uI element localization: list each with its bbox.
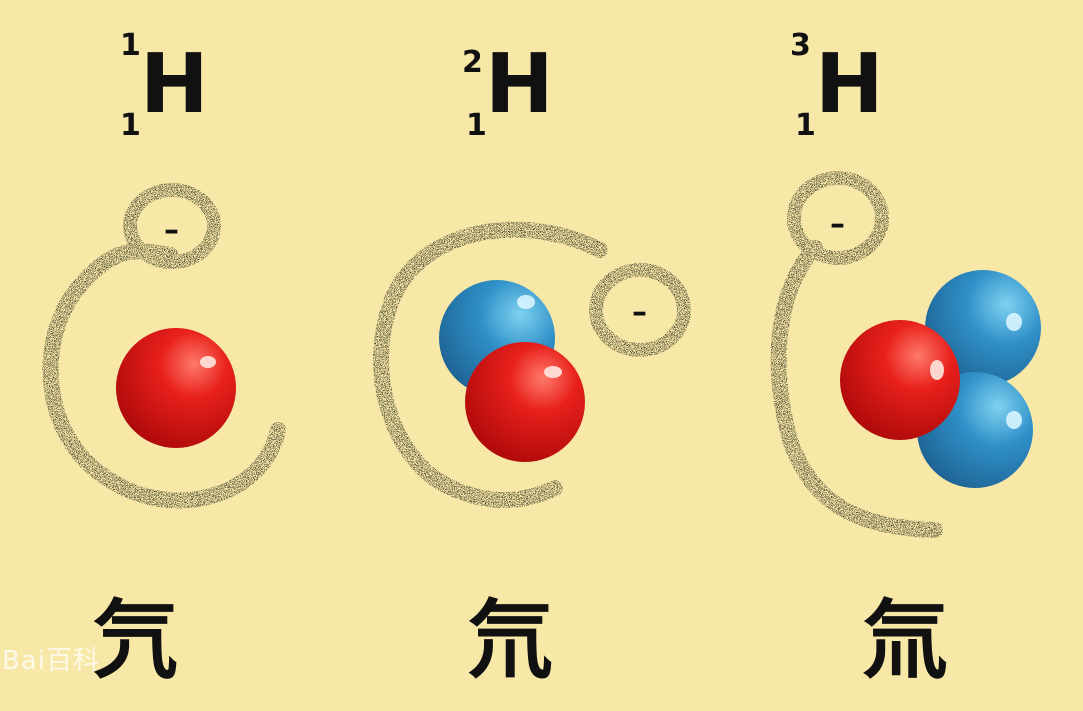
isotope-name-protium: 氕 <box>92 591 178 691</box>
mass-number: 3 <box>790 28 811 63</box>
element-symbol: H <box>815 37 884 132</box>
mass-number: 1 <box>120 28 141 63</box>
atomic-number: 1 <box>466 108 487 143</box>
electron-sign: – <box>632 295 647 330</box>
proton-highlight <box>930 360 944 380</box>
proton <box>465 342 585 462</box>
atomic-number: 1 <box>120 108 141 143</box>
element-symbol: H <box>140 37 209 132</box>
atomic-number: 1 <box>795 108 816 143</box>
electron-orbit <box>42 183 286 509</box>
neutron-highlight <box>1006 313 1022 331</box>
electron-orbit <box>372 221 691 508</box>
proton-highlight <box>200 356 216 368</box>
electron-sign: – <box>830 207 845 242</box>
element-symbol: H <box>485 37 554 132</box>
electron-orbit <box>770 171 943 538</box>
isotope-name-tritium: 氚 <box>862 591 948 691</box>
isotope-tritium: H 3 1 – <box>770 28 1041 538</box>
neutron-highlight <box>517 295 535 309</box>
proton-highlight <box>544 366 562 378</box>
isotope-protium: H 1 1 – <box>42 28 286 509</box>
proton <box>116 328 236 448</box>
mass-number: 2 <box>462 45 483 80</box>
isotope-name-deuterium: 氘 <box>467 591 553 691</box>
watermark: Bai百科 <box>2 646 100 676</box>
neutron-highlight <box>1006 411 1022 429</box>
proton <box>840 320 960 440</box>
electron-sign: – <box>164 213 179 248</box>
isotope-deuterium: H 2 1 – <box>372 37 691 508</box>
